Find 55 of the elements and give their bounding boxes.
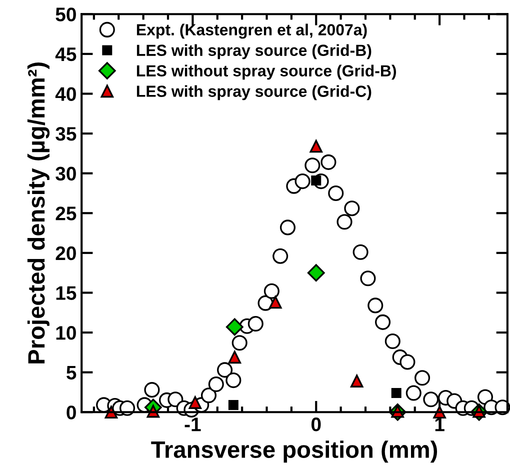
point [307, 264, 325, 282]
point [350, 374, 364, 388]
x-tick-label: -1 [184, 418, 201, 432]
point [311, 175, 322, 186]
point [336, 214, 352, 230]
point [310, 140, 323, 153]
point [391, 388, 402, 398]
point [294, 174, 310, 190]
point [264, 283, 280, 299]
y-tick-label: 50 [56, 8, 76, 22]
point [226, 318, 244, 336]
point [269, 296, 282, 309]
x-tick-label: 0 [311, 418, 321, 432]
y-tick-label: 15 [56, 286, 76, 300]
x-tick-label: 1 [435, 418, 444, 432]
point [375, 314, 391, 330]
point [188, 396, 202, 409]
y-axis-title: Projected density (µg/mm²) [27, 62, 50, 364]
point [360, 270, 376, 286]
point [384, 334, 400, 350]
point [232, 335, 248, 351]
legend-label: Expt. (Kastengren et al, 2007a) [136, 24, 367, 39]
y-tick-label: 20 [56, 246, 76, 260]
point [344, 200, 360, 216]
point [352, 244, 368, 260]
point [272, 248, 288, 264]
y-tick-label: 10 [56, 326, 76, 340]
point [423, 392, 439, 408]
point [400, 354, 416, 370]
point [217, 362, 233, 378]
y-tick-label: 25 [56, 206, 76, 220]
point [228, 400, 238, 410]
point [200, 388, 217, 404]
point [406, 385, 422, 401]
y-tick-label: 5 [66, 366, 76, 380]
point [368, 298, 384, 314]
point [144, 382, 160, 398]
point [226, 372, 242, 388]
point [328, 185, 344, 202]
point [208, 376, 224, 392]
point [320, 154, 336, 170]
point [280, 220, 296, 236]
y-tick-label: 0 [66, 406, 76, 420]
y-tick-label: 30 [56, 166, 76, 181]
legend-label: LES without spray source (Grid-B) [136, 64, 396, 80]
x-axis-title: Transverse position (mm) [151, 440, 438, 463]
y-tick-label: 35 [56, 126, 76, 141]
y-tick-label: 40 [55, 87, 76, 101]
point [304, 158, 320, 174]
y-tick-label: 45 [55, 48, 76, 62]
point [228, 350, 242, 364]
legend-label: LES with spray source (Grid-C) [136, 85, 372, 100]
point [248, 316, 264, 332]
legend-label: LES with spray source (Grid-B) [136, 44, 372, 60]
point [414, 370, 430, 386]
